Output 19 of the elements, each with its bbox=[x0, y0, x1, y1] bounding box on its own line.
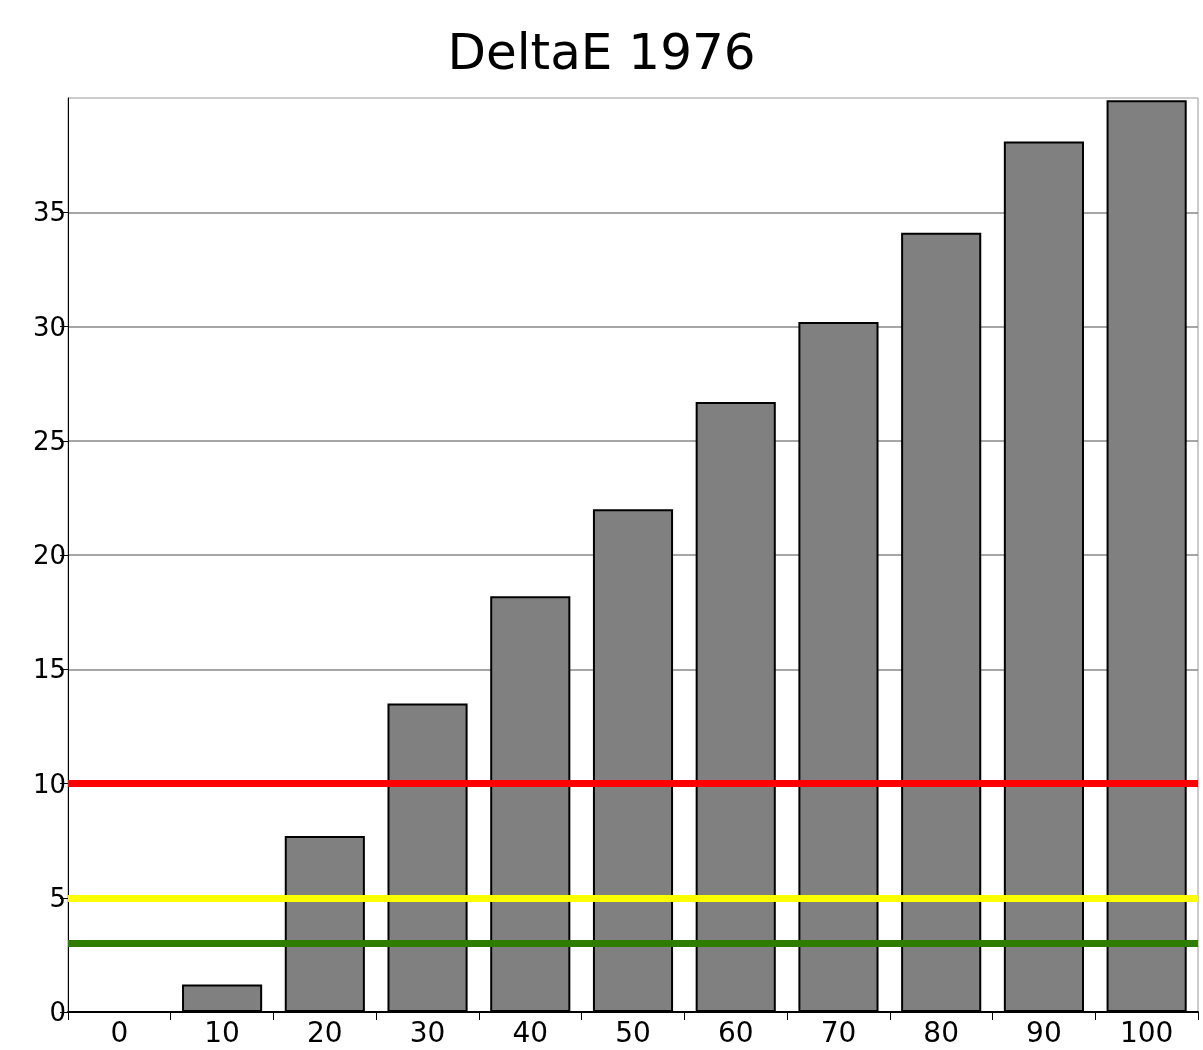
y-tick-label: 30 bbox=[32, 311, 66, 342]
y-tick-label: 20 bbox=[32, 540, 66, 570]
x-tick-label: 0 bbox=[110, 1015, 129, 1049]
x-tick-label: 60 bbox=[717, 1015, 754, 1049]
x-tick-label: 20 bbox=[307, 1015, 343, 1049]
x-tick-label: 80 bbox=[923, 1015, 959, 1049]
x-tick-label: 40 bbox=[512, 1015, 549, 1049]
x-tick-label: 50 bbox=[615, 1015, 651, 1049]
y-tick-label: 25 bbox=[32, 425, 66, 456]
chart-title: DeltaE 1976 bbox=[447, 23, 756, 81]
x-tick-label: 30 bbox=[409, 1015, 446, 1049]
y-tick-label: 35 bbox=[32, 197, 66, 228]
y-tick-label: 10 bbox=[32, 768, 66, 799]
x-tick-label: 100 bbox=[1119, 1015, 1174, 1049]
x-tick-label: 70 bbox=[820, 1015, 857, 1049]
y-tick-label: 15 bbox=[32, 654, 66, 685]
x-tick-label: 90 bbox=[1026, 1015, 1062, 1049]
x-tick-label: 10 bbox=[204, 1015, 240, 1049]
y-tick-label: 5 bbox=[49, 882, 66, 913]
